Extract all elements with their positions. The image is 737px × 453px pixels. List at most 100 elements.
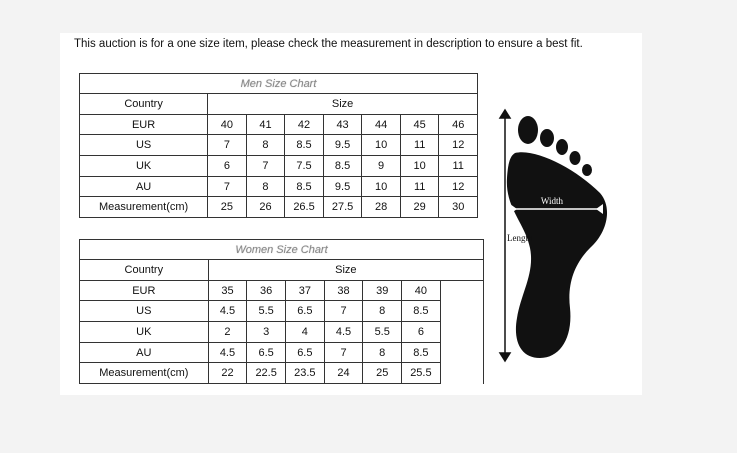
row-label: EUR	[79, 279, 209, 302]
size-cell: 6	[207, 155, 247, 177]
size-cell: 27.5	[322, 196, 363, 219]
size-cell: 11	[399, 175, 440, 198]
size-cell: 28	[361, 196, 401, 219]
size-cell: 25	[362, 362, 403, 385]
size-cell: 44	[361, 113, 401, 136]
size-cell: 41	[245, 113, 286, 136]
size-cell: 8.5	[401, 341, 441, 364]
row-label: US	[78, 134, 209, 157]
row-label: AU	[78, 175, 209, 198]
foot-silhouette	[506, 116, 608, 358]
size-cell: 4	[285, 321, 325, 343]
size-cell: 7	[323, 341, 364, 364]
size-cell: 26	[245, 196, 286, 219]
size-cell: 8	[245, 175, 286, 198]
size-cell: 8.5	[284, 175, 324, 198]
size-cell: 2	[207, 321, 248, 343]
size-cell: 40	[207, 113, 247, 136]
table-row: US 4.5 5.5 6.5 7 8 8.5	[79, 300, 485, 323]
size-cell: 8.5	[284, 134, 324, 157]
size-cell: 12	[438, 175, 478, 198]
size-cell: 37	[285, 279, 325, 302]
size-cell: 5.5	[246, 300, 286, 323]
men-size-chart: Men Size Chart Country Size EUR 40 41 42 43 44 45…	[78, 73, 478, 219]
size-cell: 8.5	[322, 155, 363, 177]
size-cell: 45	[399, 113, 440, 136]
size-cell: 43	[322, 113, 363, 136]
size-cell: 11	[438, 155, 478, 177]
size-cell: 7	[245, 155, 286, 177]
size-cell: 3	[246, 321, 286, 343]
size-header: Size	[207, 259, 485, 281]
row-label: Measurement(cm)	[78, 196, 209, 219]
fit-note: This auction is for a one size item, ple…	[74, 38, 583, 50]
empty-cell	[439, 362, 485, 384]
size-cell: 7.5	[284, 155, 324, 177]
size-cell: 6.5	[285, 300, 325, 323]
table-row: UK 6 7 7.5 8.5 9 10 11	[78, 155, 478, 177]
chart-title: Women Size Chart	[79, 239, 484, 260]
table-row: Measurement(cm) 22 22.5 23.5 24 25 25.5	[79, 362, 485, 385]
size-cell: 42	[284, 113, 324, 136]
size-cell: 24	[323, 362, 364, 385]
size-cell: 35	[207, 279, 248, 302]
empty-cell	[439, 300, 485, 322]
table-row: Measurement(cm) 25 26 26.5 27.5 28 29 30	[78, 196, 478, 219]
row-label: Measurement(cm)	[79, 362, 209, 385]
size-cell: 25	[207, 196, 247, 219]
size-cell: 38	[323, 279, 364, 302]
table-row: AU 7 8 8.5 9.5 10 11 12	[78, 175, 478, 198]
size-cell: 4.5	[323, 321, 364, 343]
size-cell: 10	[399, 155, 440, 177]
table-row: UK 2 3 4 4.5 5.5 6	[79, 321, 485, 343]
size-cell: 36	[246, 279, 286, 302]
size-cell: 25.5	[401, 362, 441, 385]
table-row: EUR 35 36 37 38 39 40	[79, 279, 485, 302]
country-header: Country	[78, 93, 209, 115]
width-label: Width	[541, 196, 564, 206]
size-cell: 8	[245, 134, 286, 157]
row-label: UK	[79, 321, 209, 343]
size-cell: 40	[401, 279, 441, 302]
row-label: EUR	[78, 113, 209, 136]
size-cell: 5.5	[362, 321, 403, 343]
size-cell: 7	[207, 134, 247, 157]
size-cell: 30	[438, 196, 478, 219]
size-cell: 46	[438, 113, 478, 136]
length-label: Length	[507, 233, 533, 243]
chart-title: Men Size Chart	[79, 73, 478, 94]
row-label: AU	[79, 341, 209, 364]
size-cell: 12	[438, 134, 478, 157]
size-cell: 7	[323, 300, 364, 323]
empty-cell	[439, 321, 485, 343]
empty-cell	[439, 342, 485, 363]
foot-diagram: Width Length	[498, 108, 608, 363]
size-cell: 11	[399, 134, 440, 157]
table-row: US 7 8 8.5 9.5 10 11 12	[78, 134, 478, 157]
size-cell: 6.5	[285, 341, 325, 364]
size-cell: 9	[361, 155, 401, 177]
size-cell: 9.5	[322, 134, 363, 157]
size-cell: 8.5	[401, 300, 441, 323]
empty-cell	[439, 280, 485, 301]
size-header: Size	[207, 93, 478, 115]
size-cell: 29	[399, 196, 440, 219]
size-cell: 4.5	[207, 341, 248, 364]
country-header: Country	[79, 259, 209, 281]
row-label: UK	[78, 155, 209, 177]
size-cell: 26.5	[284, 196, 324, 219]
women-size-chart: Women Size Chart Country Size EUR 35 36 37 38 39…	[79, 239, 485, 385]
size-cell: 23.5	[285, 362, 325, 385]
size-cell: 10	[361, 175, 401, 198]
size-cell: 9.5	[322, 175, 363, 198]
size-cell: 6	[401, 321, 441, 343]
table-row: AU 4.5 6.5 6.5 7 8 8.5	[79, 341, 485, 364]
size-cell: 4.5	[207, 300, 248, 323]
size-cell: 10	[361, 134, 401, 157]
size-cell: 7	[207, 175, 247, 198]
size-cell: 8	[362, 300, 403, 323]
size-cell: 22.5	[246, 362, 286, 385]
table-row: EUR 40 41 42 43 44 45 46	[78, 113, 478, 136]
size-cell: 8	[362, 341, 403, 364]
size-cell: 22	[207, 362, 248, 385]
